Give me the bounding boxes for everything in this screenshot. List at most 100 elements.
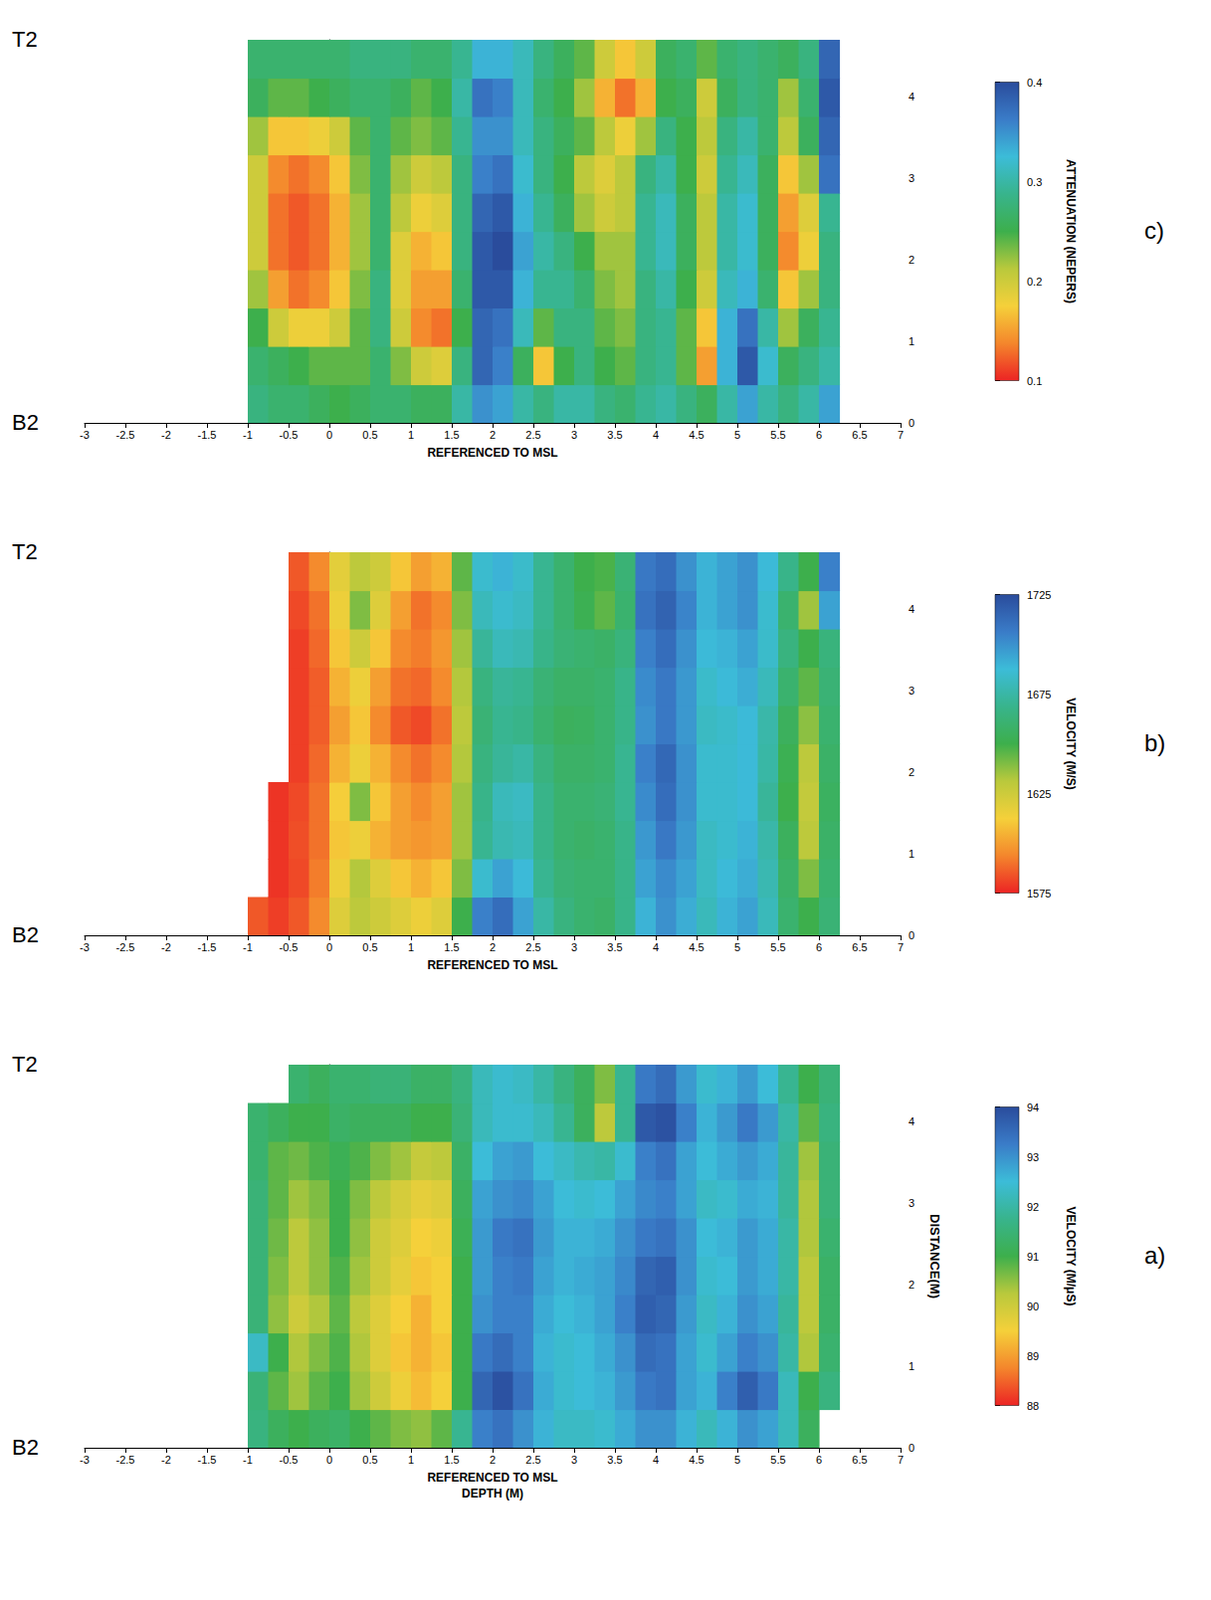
svg-text:3.5: 3.5 xyxy=(606,1453,622,1466)
svg-text:DISTANCE(M): DISTANCE(M) xyxy=(927,1213,943,1299)
svg-text:0.5: 0.5 xyxy=(362,428,378,441)
svg-text:1.5: 1.5 xyxy=(443,1453,459,1466)
svg-text:1675: 1675 xyxy=(1026,688,1051,701)
svg-text:3.5: 3.5 xyxy=(606,428,622,441)
svg-text:3: 3 xyxy=(908,172,915,185)
svg-text:6: 6 xyxy=(815,428,822,441)
svg-text:6.5: 6.5 xyxy=(851,428,867,441)
svg-text:-1: -1 xyxy=(242,1453,253,1466)
svg-text:4: 4 xyxy=(652,941,659,954)
svg-text:7: 7 xyxy=(897,941,904,954)
svg-text:-1.5: -1.5 xyxy=(198,941,217,954)
svg-text:3: 3 xyxy=(908,1197,915,1210)
svg-text:90: 90 xyxy=(1026,1300,1039,1313)
svg-text:4.5: 4.5 xyxy=(688,1453,704,1466)
svg-text:6: 6 xyxy=(815,941,822,954)
svg-text:3.5: 3.5 xyxy=(606,941,622,954)
svg-text:2: 2 xyxy=(908,766,915,779)
svg-text:-2: -2 xyxy=(161,428,172,441)
svg-text:1: 1 xyxy=(407,1453,414,1466)
svg-text:B2: B2 xyxy=(11,1434,39,1460)
svg-text:0.2: 0.2 xyxy=(1026,275,1042,288)
svg-text:5: 5 xyxy=(734,941,741,954)
svg-text:DEPTH (M): DEPTH (M) xyxy=(461,1486,524,1501)
svg-text:-2: -2 xyxy=(161,941,172,954)
svg-text:a): a) xyxy=(1144,1241,1166,1269)
svg-text:-0.5: -0.5 xyxy=(279,428,299,441)
svg-text:1725: 1725 xyxy=(1026,589,1051,602)
svg-text:3: 3 xyxy=(571,428,578,441)
svg-text:1625: 1625 xyxy=(1026,788,1051,801)
svg-text:0: 0 xyxy=(908,929,915,942)
svg-text:b): b) xyxy=(1144,729,1166,757)
svg-text:5: 5 xyxy=(734,1453,741,1466)
svg-text:-3: -3 xyxy=(79,428,90,441)
svg-text:3: 3 xyxy=(908,684,915,697)
svg-text:-1: -1 xyxy=(242,941,253,954)
svg-text:91: 91 xyxy=(1026,1250,1039,1263)
svg-text:-2.5: -2.5 xyxy=(116,428,136,441)
svg-text:2.5: 2.5 xyxy=(525,1453,541,1466)
svg-text:2.5: 2.5 xyxy=(525,941,541,954)
svg-text:5.5: 5.5 xyxy=(770,1453,786,1466)
svg-text:4: 4 xyxy=(652,428,659,441)
svg-text:1.5: 1.5 xyxy=(443,941,459,954)
svg-text:3: 3 xyxy=(571,941,578,954)
svg-text:REFERENCED TO MSL: REFERENCED TO MSL xyxy=(426,445,558,460)
svg-text:1: 1 xyxy=(908,335,915,348)
svg-text:1575: 1575 xyxy=(1026,887,1051,900)
svg-text:94: 94 xyxy=(1026,1101,1039,1114)
svg-text:c): c) xyxy=(1144,216,1165,244)
svg-text:T2: T2 xyxy=(11,1051,38,1077)
svg-text:2: 2 xyxy=(908,253,915,266)
svg-text:-0.5: -0.5 xyxy=(279,941,299,954)
svg-text:1: 1 xyxy=(407,941,414,954)
svg-text:4.5: 4.5 xyxy=(688,428,704,441)
svg-text:4: 4 xyxy=(908,603,915,615)
svg-text:4: 4 xyxy=(652,1453,659,1466)
svg-text:6.5: 6.5 xyxy=(851,941,867,954)
svg-text:5.5: 5.5 xyxy=(770,428,786,441)
svg-text:0.5: 0.5 xyxy=(362,1453,378,1466)
svg-text:6.5: 6.5 xyxy=(851,1453,867,1466)
svg-text:REFERENCED TO MSL: REFERENCED TO MSL xyxy=(426,958,558,973)
svg-text:2.5: 2.5 xyxy=(525,428,541,441)
svg-text:0: 0 xyxy=(908,1441,915,1454)
svg-text:-1.5: -1.5 xyxy=(198,1453,217,1466)
svg-text:-1: -1 xyxy=(242,428,253,441)
svg-text:-1.5: -1.5 xyxy=(198,428,217,441)
svg-text:1: 1 xyxy=(908,847,915,860)
svg-text:1: 1 xyxy=(908,1360,915,1373)
svg-text:0: 0 xyxy=(908,416,915,429)
svg-text:0.4: 0.4 xyxy=(1026,76,1042,89)
svg-text:ATTENUATION (NEPERS): ATTENUATION (NEPERS) xyxy=(1063,159,1078,304)
svg-text:B2: B2 xyxy=(11,409,39,435)
svg-text:2: 2 xyxy=(908,1278,915,1291)
svg-text:5: 5 xyxy=(734,428,741,441)
svg-text:B2: B2 xyxy=(11,922,39,948)
svg-text:1.5: 1.5 xyxy=(443,428,459,441)
svg-text:7: 7 xyxy=(897,1453,904,1466)
svg-text:0.5: 0.5 xyxy=(362,941,378,954)
svg-text:0: 0 xyxy=(326,941,333,954)
svg-text:6: 6 xyxy=(815,1453,822,1466)
svg-text:5.5: 5.5 xyxy=(770,941,786,954)
svg-text:1: 1 xyxy=(407,428,414,441)
svg-text:0.3: 0.3 xyxy=(1026,176,1042,189)
svg-text:0: 0 xyxy=(326,428,333,441)
svg-text:-2: -2 xyxy=(161,1453,172,1466)
svg-text:7: 7 xyxy=(897,428,904,441)
svg-text:89: 89 xyxy=(1026,1350,1039,1363)
svg-text:REFERENCED TO MSL: REFERENCED TO MSL xyxy=(426,1470,558,1485)
svg-text:VELOCITY (M/μS): VELOCITY (M/μS) xyxy=(1063,1207,1078,1307)
svg-text:88: 88 xyxy=(1026,1400,1039,1413)
svg-text:VELOCITY (M/S): VELOCITY (M/S) xyxy=(1063,697,1078,790)
svg-text:4: 4 xyxy=(908,90,915,103)
svg-text:0: 0 xyxy=(326,1453,333,1466)
svg-text:2: 2 xyxy=(489,428,496,441)
svg-text:T2: T2 xyxy=(11,539,38,565)
svg-text:2: 2 xyxy=(489,941,496,954)
svg-text:2: 2 xyxy=(489,1453,496,1466)
svg-text:93: 93 xyxy=(1026,1151,1039,1164)
svg-text:92: 92 xyxy=(1026,1201,1039,1213)
